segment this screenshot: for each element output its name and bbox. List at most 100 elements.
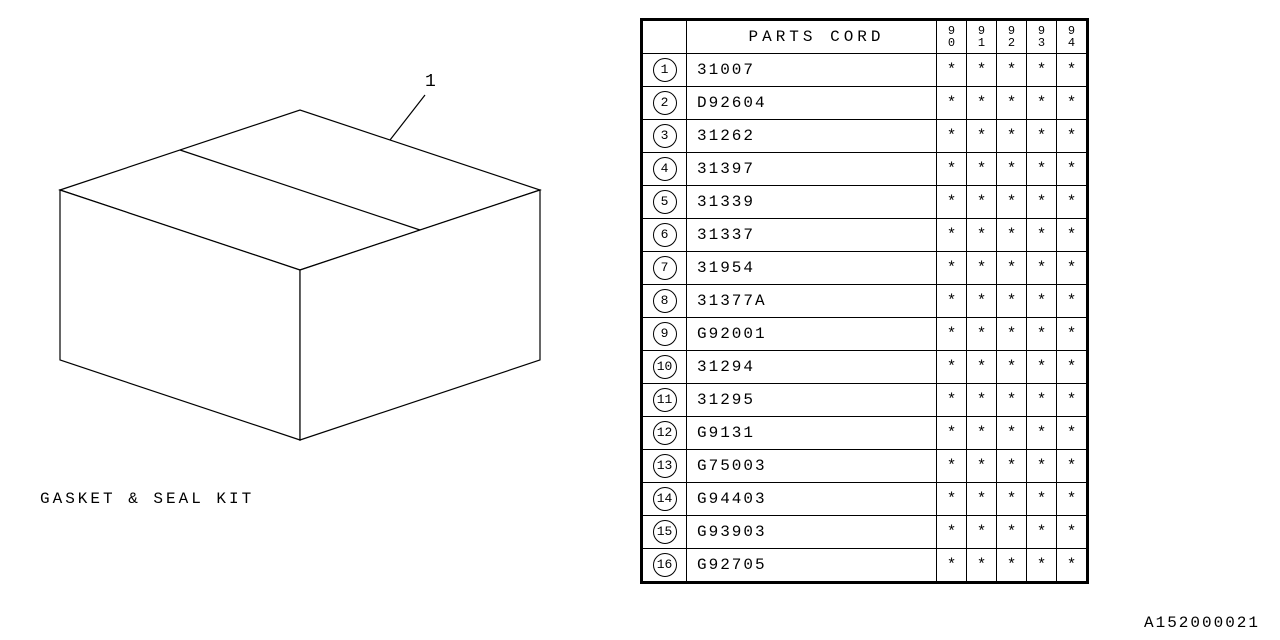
- circled-number-icon: 13: [653, 454, 677, 478]
- applicability-mark: *: [997, 483, 1027, 516]
- circled-number-icon: 1: [653, 58, 677, 82]
- applicability-mark: *: [937, 417, 967, 450]
- circled-number-icon: 7: [653, 256, 677, 280]
- part-code: 31262: [687, 120, 937, 153]
- applicability-mark: *: [1027, 219, 1057, 252]
- parts-table: PARTS CORD 90 91 92 93 94 131007*****2D9…: [640, 18, 1089, 584]
- table-row: 631337*****: [643, 219, 1087, 252]
- applicability-mark: *: [1027, 549, 1057, 582]
- part-code: G75003: [687, 450, 937, 483]
- row-index: 5: [643, 186, 687, 219]
- row-index: 8: [643, 285, 687, 318]
- applicability-mark: *: [937, 549, 967, 582]
- applicability-mark: *: [967, 54, 997, 87]
- row-index: 12: [643, 417, 687, 450]
- row-index: 13: [643, 450, 687, 483]
- circled-number-icon: 4: [653, 157, 677, 181]
- applicability-mark: *: [967, 417, 997, 450]
- applicability-mark: *: [937, 384, 967, 417]
- header-parts-cord: PARTS CORD: [687, 21, 937, 54]
- callout-label: 1: [425, 72, 436, 92]
- applicability-mark: *: [937, 153, 967, 186]
- table-row: 2D92604*****: [643, 87, 1087, 120]
- table-row: 831377A*****: [643, 285, 1087, 318]
- row-index: 10: [643, 351, 687, 384]
- applicability-mark: *: [1027, 417, 1057, 450]
- circled-number-icon: 6: [653, 223, 677, 247]
- header-year-2: 92: [997, 21, 1027, 54]
- applicability-mark: *: [1057, 483, 1087, 516]
- part-code: G9131: [687, 417, 937, 450]
- part-code: G94403: [687, 483, 937, 516]
- applicability-mark: *: [1057, 417, 1087, 450]
- row-index: 15: [643, 516, 687, 549]
- applicability-mark: *: [967, 219, 997, 252]
- applicability-mark: *: [997, 318, 1027, 351]
- circled-number-icon: 10: [653, 355, 677, 379]
- applicability-mark: *: [997, 285, 1027, 318]
- table-row: 12G9131*****: [643, 417, 1087, 450]
- applicability-mark: *: [967, 516, 997, 549]
- applicability-mark: *: [1027, 318, 1057, 351]
- applicability-mark: *: [1057, 219, 1087, 252]
- applicability-mark: *: [1057, 318, 1087, 351]
- applicability-mark: *: [1027, 285, 1057, 318]
- applicability-mark: *: [937, 318, 967, 351]
- header-index: [643, 21, 687, 54]
- applicability-mark: *: [937, 351, 967, 384]
- applicability-mark: *: [937, 219, 967, 252]
- part-code: 31337: [687, 219, 937, 252]
- applicability-mark: *: [1057, 285, 1087, 318]
- applicability-mark: *: [1057, 450, 1087, 483]
- table-row: 731954*****: [643, 252, 1087, 285]
- table-row: 14G94403*****: [643, 483, 1087, 516]
- applicability-mark: *: [967, 318, 997, 351]
- table-row: 431397*****: [643, 153, 1087, 186]
- row-index: 14: [643, 483, 687, 516]
- applicability-mark: *: [997, 549, 1027, 582]
- applicability-mark: *: [1027, 153, 1057, 186]
- header-year-0: 90: [937, 21, 967, 54]
- applicability-mark: *: [937, 516, 967, 549]
- circled-number-icon: 15: [653, 520, 677, 544]
- applicability-mark: *: [937, 252, 967, 285]
- applicability-mark: *: [997, 120, 1027, 153]
- row-index: 4: [643, 153, 687, 186]
- row-index: 1: [643, 54, 687, 87]
- circled-number-icon: 9: [653, 322, 677, 346]
- table-row: 16G92705*****: [643, 549, 1087, 582]
- applicability-mark: *: [967, 87, 997, 120]
- circled-number-icon: 8: [653, 289, 677, 313]
- applicability-mark: *: [937, 285, 967, 318]
- applicability-mark: *: [1027, 516, 1057, 549]
- applicability-mark: *: [997, 351, 1027, 384]
- applicability-mark: *: [997, 87, 1027, 120]
- applicability-mark: *: [1057, 54, 1087, 87]
- applicability-mark: *: [967, 450, 997, 483]
- row-index: 3: [643, 120, 687, 153]
- applicability-mark: *: [937, 186, 967, 219]
- part-code: 31954: [687, 252, 937, 285]
- table-row: 1031294*****: [643, 351, 1087, 384]
- applicability-mark: *: [997, 450, 1027, 483]
- part-code: 31294: [687, 351, 937, 384]
- circled-number-icon: 14: [653, 487, 677, 511]
- applicability-mark: *: [967, 252, 997, 285]
- table-header-row: PARTS CORD 90 91 92 93 94: [643, 21, 1087, 54]
- applicability-mark: *: [997, 417, 1027, 450]
- table-row: 9G92001*****: [643, 318, 1087, 351]
- applicability-mark: *: [1027, 54, 1057, 87]
- table-row: 1131295*****: [643, 384, 1087, 417]
- diagram-caption: GASKET & SEAL KIT: [40, 490, 254, 508]
- row-index: 2: [643, 87, 687, 120]
- row-index: 9: [643, 318, 687, 351]
- header-year-1: 91: [967, 21, 997, 54]
- applicability-mark: *: [1027, 483, 1057, 516]
- applicability-mark: *: [1057, 351, 1087, 384]
- table-row: 15G93903*****: [643, 516, 1087, 549]
- header-year-4: 94: [1057, 21, 1087, 54]
- header-year-3: 93: [1027, 21, 1057, 54]
- circled-number-icon: 2: [653, 91, 677, 115]
- applicability-mark: *: [967, 285, 997, 318]
- part-code: 31007: [687, 54, 937, 87]
